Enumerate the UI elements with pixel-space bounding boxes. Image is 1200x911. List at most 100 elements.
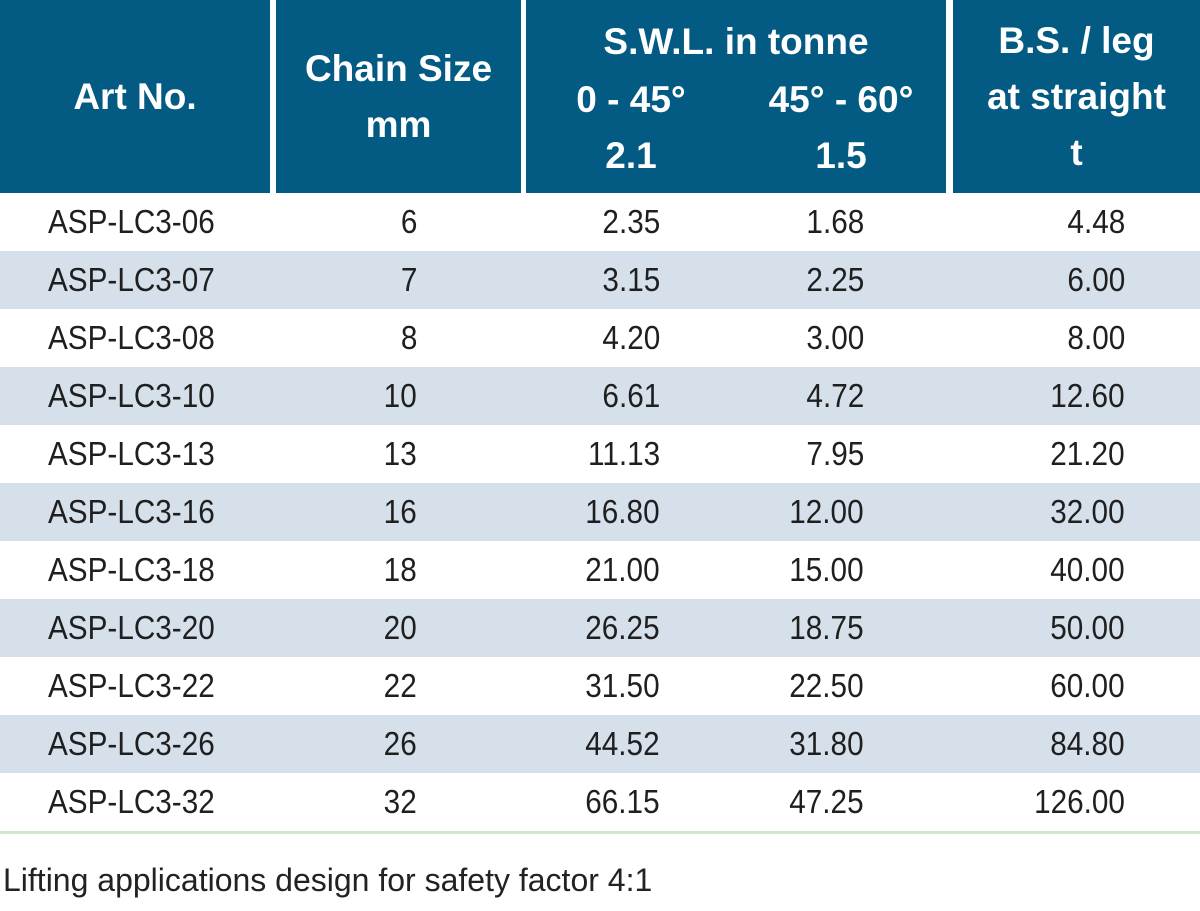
table-row: ASP-LC3-13 13 11.13 7.95 21.20 [0,425,1200,483]
cell-art-no: ASP-LC3-08 [48,309,233,367]
cell-art-no: ASP-LC3-13 [48,425,233,483]
cell-chain-size: 18 [380,541,417,599]
header-bs-line2: at straight [987,75,1166,117]
cell-art-no: ASP-LC3-22 [48,657,233,715]
cell-art-no: ASP-LC3-16 [48,483,233,541]
table-row: ASP-LC3-18 18 21.00 15.00 40.00 [0,541,1200,599]
table-body: ASP-LC3-06 6 2.35 1.68 4.48 ASP-LC3-07 7 3.15 2.… [0,193,1200,831]
table-row: ASP-LC3-06 6 2.35 1.68 4.48 [0,193,1200,251]
cell-breaking-strength: 6.00 [1061,251,1125,309]
cell-chain-size-value: 32 [383,783,417,820]
header-swl-title: S.W.L. in tonne [603,21,869,62]
cell-swl-45-60-value: 47.25 [789,783,864,820]
header-art-no-label: Art No. [73,75,197,117]
cell-chain-size-value: 22 [383,667,417,704]
cell-swl-0-45-value: 2.35 [602,203,660,240]
cell-swl-45-60: 7.95 [800,425,864,483]
table-header: Art No. Chain Size mm S.W.L. in tonne 0 … [0,0,1200,193]
cell-art-no-value: ASP-LC3-26 [48,725,215,762]
cell-breaking-strength: 4.48 [1061,193,1125,251]
cell-breaking-strength: 40.00 [1042,541,1125,599]
cell-swl-0-45-value: 26.25 [585,609,660,646]
header-swl-45-60: 45° - 60° 1.5 [736,72,946,184]
cell-swl-45-60: 3.00 [800,309,864,367]
cell-swl-0-45-value: 66.15 [585,783,660,820]
cell-breaking-strength: 12.60 [1042,367,1125,425]
header-chain-size-unit: mm [365,103,432,145]
cell-art-no: ASP-LC3-06 [48,193,233,251]
cell-breaking-strength: 126.00 [1024,773,1125,831]
cell-breaking-strength-value: 50.00 [1050,609,1125,646]
cell-swl-45-60-value: 1.68 [806,203,864,240]
cell-swl-0-45: 11.13 [580,425,660,483]
cell-art-no: ASP-LC3-20 [48,599,233,657]
cell-chain-size: 20 [380,599,417,657]
cell-swl-45-60-value: 4.72 [806,377,864,414]
cell-art-no-value: ASP-LC3-20 [48,609,215,646]
table-row: ASP-LC3-32 32 66.15 47.25 126.00 [0,773,1200,831]
header-swl-45-60-angle: 45° - 60° [768,79,914,120]
cell-art-no: ASP-LC3-32 [48,773,233,831]
header-chain-size-label: Chain Size [304,47,493,89]
cell-chain-size-value: 8 [400,319,417,356]
table-bottom-rule [0,831,1200,834]
cell-swl-45-60-value: 3.00 [806,319,864,356]
cell-chain-size-value: 13 [383,435,417,472]
header-swl-0-45: 0 - 45° 2.1 [526,72,736,184]
cell-art-no-value: ASP-LC3-07 [48,261,215,298]
cell-breaking-strength-value: 126.00 [1034,783,1125,820]
cell-swl-45-60-value: 15.00 [789,551,864,588]
cell-art-no-value: ASP-LC3-06 [48,203,215,240]
cell-swl-0-45: 6.61 [596,367,660,425]
cell-breaking-strength-value: 40.00 [1050,551,1125,588]
cell-swl-0-45-value: 21.00 [585,551,660,588]
cell-chain-size: 26 [380,715,417,773]
footnote: Lifting applications design for safety f… [3,862,653,898]
cell-swl-45-60: 2.25 [800,251,864,309]
cell-swl-0-45-value: 11.13 [587,435,660,472]
cell-swl-45-60-value: 31.80 [789,725,864,762]
cell-chain-size: 22 [380,657,417,715]
cell-swl-0-45: 31.50 [577,657,660,715]
cell-art-no-value: ASP-LC3-08 [48,319,215,356]
header-swl: S.W.L. in tonne 0 - 45° 2.1 45° - 60° 1.… [526,0,946,193]
cell-breaking-strength: 32.00 [1042,483,1125,541]
cell-swl-45-60: 47.25 [781,773,864,831]
cell-chain-size-value: 26 [383,725,417,762]
cell-swl-45-60-value: 2.25 [806,261,864,298]
table-row: ASP-LC3-22 22 31.50 22.50 60.00 [0,657,1200,715]
cell-swl-45-60: 31.80 [781,715,864,773]
cell-chain-size-value: 6 [400,203,417,240]
table-row: ASP-LC3-20 20 26.25 18.75 50.00 [0,599,1200,657]
cell-breaking-strength-value: 8.00 [1067,319,1125,356]
cell-art-no-value: ASP-LC3-10 [48,377,215,414]
header-swl-45-60-factor: 1.5 [815,135,867,176]
cell-swl-0-45: 2.35 [596,193,660,251]
header-swl-0-45-angle: 0 - 45° [576,79,686,120]
cell-breaking-strength: 60.00 [1042,657,1125,715]
header-bs-line1: B.S. / leg [998,19,1155,61]
cell-chain-size-value: 10 [383,377,417,414]
cell-swl-0-45: 66.15 [577,773,660,831]
cell-breaking-strength-value: 32.00 [1050,493,1125,530]
table-row: ASP-LC3-16 16 16.80 12.00 32.00 [0,483,1200,541]
cell-art-no-value: ASP-LC3-16 [48,493,215,530]
cell-swl-45-60-value: 22.50 [789,667,864,704]
cell-chain-size: 32 [380,773,417,831]
cell-art-no: ASP-LC3-26 [48,715,233,773]
cell-art-no-value: ASP-LC3-13 [48,435,215,472]
cell-chain-size-value: 16 [383,493,417,530]
cell-chain-size: 10 [380,367,417,425]
cell-breaking-strength-value: 84.80 [1050,725,1125,762]
header-bs-unit: t [1070,131,1083,173]
cell-chain-size-value: 7 [400,261,417,298]
cell-chain-size: 8 [399,309,417,367]
header-breaking-strength: B.S. / leg at straight t [953,0,1200,193]
cell-art-no-value: ASP-LC3-18 [48,551,215,588]
cell-swl-0-45-value: 3.15 [602,261,660,298]
cell-swl-0-45: 44.52 [577,715,660,773]
header-chain-size: Chain Size mm [276,0,521,193]
cell-breaking-strength-value: 6.00 [1067,261,1125,298]
cell-swl-0-45-value: 4.20 [602,319,660,356]
cell-swl-0-45-value: 44.52 [585,725,660,762]
